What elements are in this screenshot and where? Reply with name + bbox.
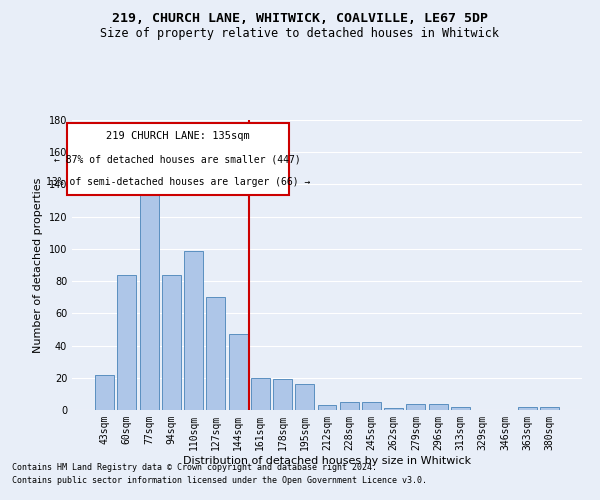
- Bar: [118, 274, 136, 410]
- Bar: [95, 374, 114, 410]
- X-axis label: Distribution of detached houses by size in Whitwick: Distribution of detached houses by size …: [183, 456, 471, 466]
- Bar: [406, 404, 425, 410]
- Text: 219, CHURCH LANE, WHITWICK, COALVILLE, LE67 5DP: 219, CHURCH LANE, WHITWICK, COALVILLE, L…: [112, 12, 488, 26]
- Bar: [162, 274, 181, 410]
- Bar: [362, 402, 381, 410]
- Bar: [206, 297, 225, 410]
- Bar: [451, 407, 470, 410]
- Bar: [317, 405, 337, 410]
- Text: 219 CHURCH LANE: 135sqm: 219 CHURCH LANE: 135sqm: [106, 131, 250, 141]
- Bar: [251, 378, 270, 410]
- Bar: [540, 407, 559, 410]
- Bar: [429, 404, 448, 410]
- Bar: [384, 408, 403, 410]
- Bar: [229, 334, 248, 410]
- Bar: [518, 407, 536, 410]
- Y-axis label: Number of detached properties: Number of detached properties: [33, 178, 43, 352]
- Text: Size of property relative to detached houses in Whitwick: Size of property relative to detached ho…: [101, 28, 499, 40]
- Bar: [140, 176, 158, 410]
- Bar: [340, 402, 359, 410]
- Text: ← 87% of detached houses are smaller (447): ← 87% of detached houses are smaller (44…: [55, 154, 301, 164]
- Bar: [184, 250, 203, 410]
- Text: Contains HM Land Registry data © Crown copyright and database right 2024.: Contains HM Land Registry data © Crown c…: [12, 464, 377, 472]
- Text: Contains public sector information licensed under the Open Government Licence v3: Contains public sector information licen…: [12, 476, 427, 485]
- Bar: [295, 384, 314, 410]
- Bar: [273, 380, 292, 410]
- Text: 13% of semi-detached houses are larger (66) →: 13% of semi-detached houses are larger (…: [46, 178, 310, 188]
